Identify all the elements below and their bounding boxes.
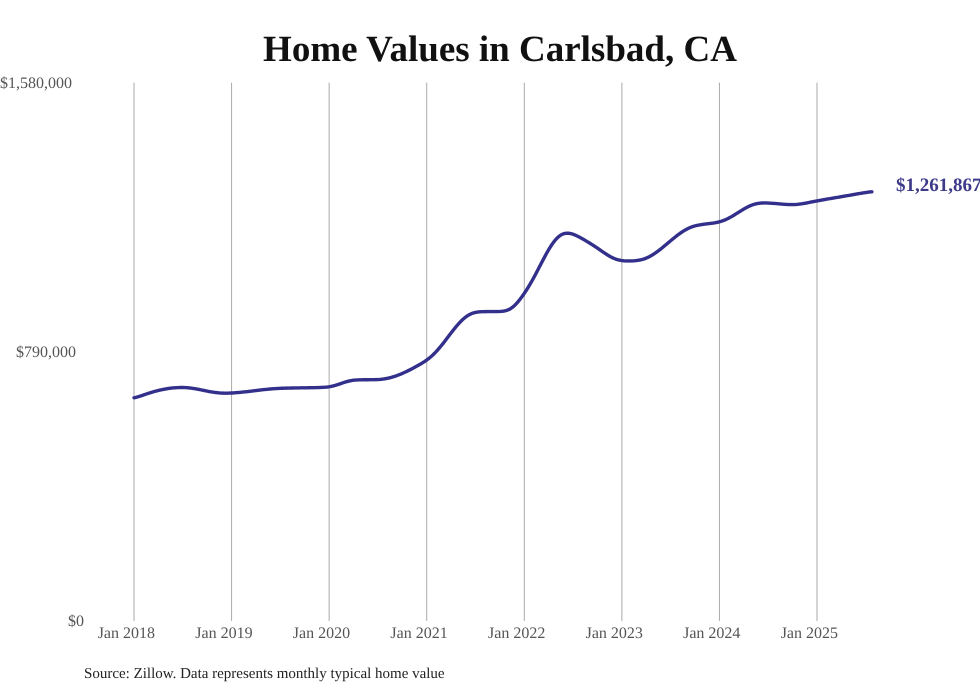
svg-text:$1,580,000: $1,580,000 (0, 75, 72, 92)
svg-text:$1,261,867: $1,261,867 (896, 175, 980, 196)
svg-text:Jan 2023: Jan 2023 (586, 625, 643, 642)
svg-text:Jan 2021: Jan 2021 (390, 625, 447, 642)
svg-text:Jan 2018: Jan 2018 (98, 625, 155, 642)
svg-text:Jan 2024: Jan 2024 (683, 625, 740, 642)
svg-text:Jan 2025: Jan 2025 (781, 625, 838, 642)
svg-text:Jan 2019: Jan 2019 (195, 625, 252, 642)
svg-text:$0: $0 (68, 613, 84, 630)
svg-text:$790,000: $790,000 (16, 344, 76, 361)
svg-text:Jan 2022: Jan 2022 (488, 625, 545, 642)
svg-text:Jan 2020: Jan 2020 (293, 625, 350, 642)
